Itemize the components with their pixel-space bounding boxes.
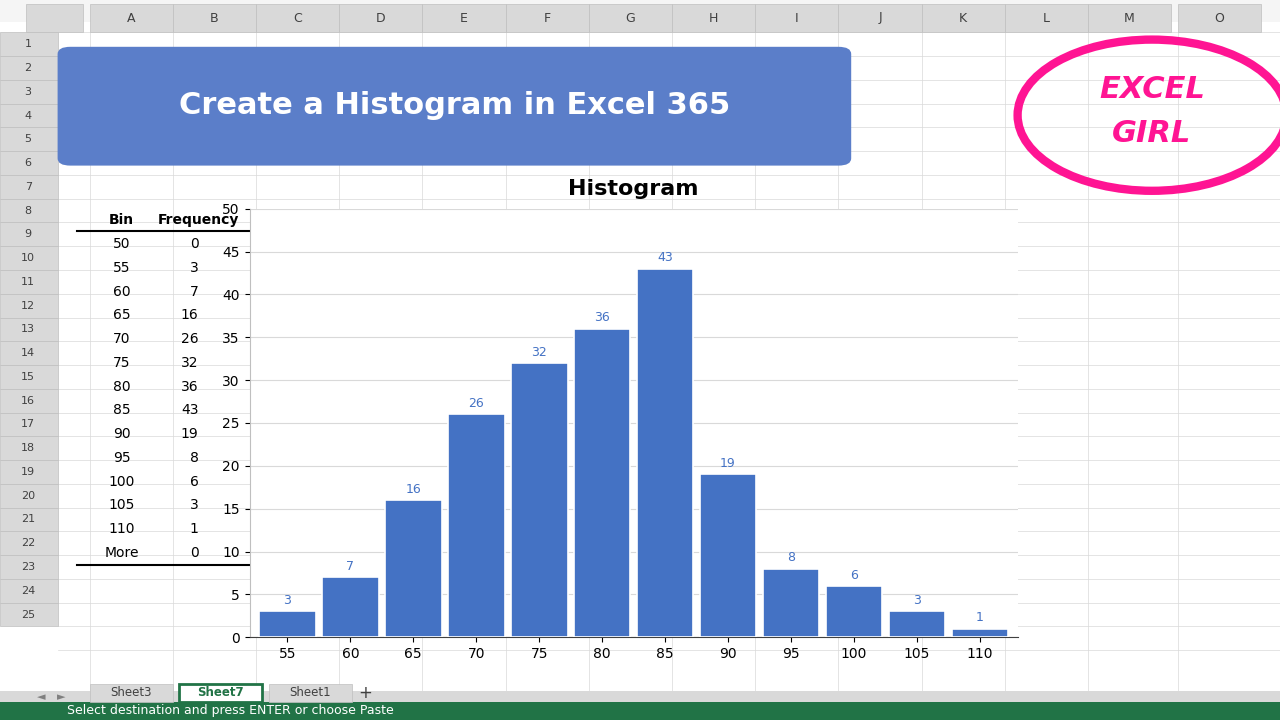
Text: 3: 3 <box>189 498 198 513</box>
Text: A: A <box>127 12 136 24</box>
Text: 85: 85 <box>113 403 131 418</box>
Text: 8: 8 <box>189 451 198 465</box>
Text: 14: 14 <box>20 348 36 358</box>
Text: 6: 6 <box>24 158 32 168</box>
Text: More: More <box>105 546 138 560</box>
Text: Sheet7: Sheet7 <box>197 686 244 700</box>
FancyBboxPatch shape <box>1005 4 1088 32</box>
Text: 26: 26 <box>468 397 484 410</box>
FancyBboxPatch shape <box>0 389 58 413</box>
Text: 18: 18 <box>20 444 36 453</box>
Text: ►: ► <box>58 692 65 702</box>
Text: 36: 36 <box>180 379 198 394</box>
Text: Select destination and press ENTER or choose Paste: Select destination and press ENTER or ch… <box>67 704 394 717</box>
Text: 36: 36 <box>594 312 611 325</box>
FancyBboxPatch shape <box>0 484 58 508</box>
Text: 1: 1 <box>189 522 198 536</box>
FancyBboxPatch shape <box>0 365 58 389</box>
Text: G: G <box>626 12 635 24</box>
FancyBboxPatch shape <box>422 4 506 32</box>
Text: 19: 19 <box>721 457 736 470</box>
Text: 17: 17 <box>20 420 36 429</box>
FancyBboxPatch shape <box>0 294 58 318</box>
Title: Histogram: Histogram <box>568 179 699 199</box>
Bar <box>573 329 631 637</box>
Bar <box>323 577 379 637</box>
Text: 3: 3 <box>283 594 292 607</box>
Text: 65: 65 <box>113 308 131 323</box>
Text: 25: 25 <box>20 610 36 619</box>
Text: D: D <box>376 12 385 24</box>
Text: 70: 70 <box>113 332 131 346</box>
Text: 0: 0 <box>189 546 198 560</box>
FancyBboxPatch shape <box>90 684 173 702</box>
Text: 7: 7 <box>24 182 32 192</box>
FancyBboxPatch shape <box>0 56 58 80</box>
Text: 32: 32 <box>180 356 198 370</box>
Text: 3: 3 <box>189 261 198 275</box>
Bar <box>448 415 504 637</box>
Text: 60: 60 <box>113 284 131 299</box>
FancyBboxPatch shape <box>0 104 58 127</box>
FancyBboxPatch shape <box>0 555 58 579</box>
FancyBboxPatch shape <box>90 4 173 32</box>
Text: Bin: Bin <box>109 213 134 228</box>
Text: 19: 19 <box>180 427 198 441</box>
Text: 22: 22 <box>20 539 36 548</box>
Text: 105: 105 <box>109 498 134 513</box>
Text: 5: 5 <box>24 135 32 144</box>
Text: 43: 43 <box>657 251 673 264</box>
Text: 20: 20 <box>20 491 36 500</box>
Bar <box>951 629 1009 637</box>
Text: GIRL: GIRL <box>1112 119 1192 148</box>
Text: 6: 6 <box>850 569 858 582</box>
Bar <box>511 363 567 637</box>
FancyBboxPatch shape <box>0 127 58 151</box>
Text: Sheet3: Sheet3 <box>110 686 152 700</box>
Text: Create a Histogram in Excel 365: Create a Histogram in Excel 365 <box>179 91 730 120</box>
Text: 16: 16 <box>180 308 198 323</box>
FancyBboxPatch shape <box>0 32 58 56</box>
Bar <box>385 500 442 637</box>
Text: 16: 16 <box>22 396 35 405</box>
Text: 1: 1 <box>975 611 984 624</box>
FancyBboxPatch shape <box>179 684 262 702</box>
Text: 13: 13 <box>22 325 35 334</box>
Text: Sheet1: Sheet1 <box>289 686 332 700</box>
FancyBboxPatch shape <box>0 318 58 341</box>
Text: 16: 16 <box>406 483 421 496</box>
FancyBboxPatch shape <box>0 691 1280 720</box>
Bar <box>888 611 945 637</box>
Text: M: M <box>1124 12 1135 24</box>
Text: 4: 4 <box>24 111 32 120</box>
Text: +: + <box>358 684 371 702</box>
Text: 90: 90 <box>113 427 131 441</box>
Text: 95: 95 <box>113 451 131 465</box>
Text: B: B <box>210 12 219 24</box>
FancyBboxPatch shape <box>0 199 58 222</box>
Text: O: O <box>1215 12 1224 24</box>
FancyBboxPatch shape <box>0 508 58 531</box>
Text: 0: 0 <box>189 237 198 251</box>
Text: Frequency: Frequency <box>157 213 239 228</box>
Bar <box>636 269 694 637</box>
Text: 55: 55 <box>113 261 131 275</box>
Text: 110: 110 <box>109 522 134 536</box>
Text: 32: 32 <box>531 346 547 359</box>
Bar <box>826 586 882 637</box>
FancyBboxPatch shape <box>0 151 58 175</box>
Text: 11: 11 <box>22 277 35 287</box>
FancyBboxPatch shape <box>0 413 58 436</box>
Text: 23: 23 <box>20 562 36 572</box>
FancyBboxPatch shape <box>0 270 58 294</box>
Text: 80: 80 <box>113 379 131 394</box>
Text: 7: 7 <box>347 560 355 573</box>
Text: C: C <box>293 12 302 24</box>
Text: 43: 43 <box>180 403 198 418</box>
Text: L: L <box>1043 12 1050 24</box>
Bar <box>763 569 819 637</box>
Bar <box>259 611 316 637</box>
FancyBboxPatch shape <box>1088 4 1171 32</box>
Text: 8: 8 <box>787 552 795 564</box>
